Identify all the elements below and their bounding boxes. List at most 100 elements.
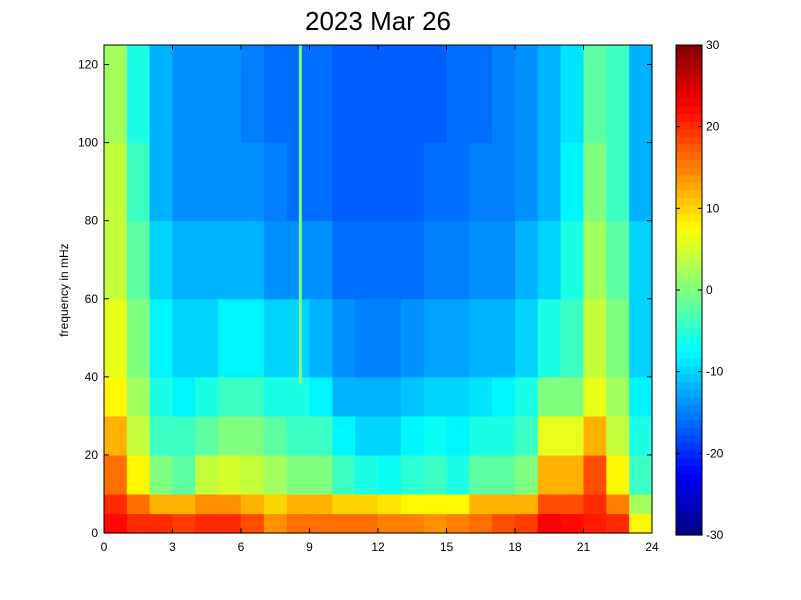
colorbar-strip: [676, 504, 702, 513]
colorbar-strip: [676, 90, 702, 100]
heatmap-cell: [492, 513, 516, 534]
heatmap-cell: [606, 45, 630, 144]
colorbar-strip: [676, 351, 702, 360]
colorbar-strip: [676, 244, 702, 253]
heatmap-cell: [515, 376, 539, 417]
y-tick-label: 120: [78, 58, 98, 72]
heatmap-cell: [492, 454, 516, 495]
colorbar-tick-label: -10: [706, 365, 724, 379]
heatmap-cell: [241, 454, 265, 495]
heatmap-cell: [400, 142, 425, 222]
heatmap-cell: [446, 220, 470, 300]
heatmap-cell: [629, 376, 653, 417]
heatmap-cell: [218, 376, 242, 417]
heatmap-cell: [355, 220, 379, 300]
colorbar-strip: [676, 366, 702, 375]
colorbar-strip: [676, 121, 702, 130]
y-tick-label: 100: [78, 136, 98, 150]
heatmap-cell: [537, 298, 562, 378]
heatmap-cell: [583, 220, 607, 300]
y-tick-label: 60: [85, 292, 99, 306]
heatmap-cell: [492, 298, 516, 378]
heatmap-cell: [218, 454, 242, 495]
heatmap-cell: [263, 376, 288, 417]
heatmap-cell: [560, 415, 585, 456]
heatmap-cell: [446, 454, 470, 495]
x-tick-label: 0: [101, 540, 108, 554]
colorbar-tick-label: -20: [706, 446, 724, 460]
colorbar-strip: [676, 389, 702, 398]
heatmap-cell: [309, 415, 333, 456]
heatmap-cell: [469, 142, 493, 222]
heatmap-cell: [355, 513, 379, 534]
heatmap-cell: [332, 493, 356, 515]
heatmap-cell: [560, 454, 585, 495]
heatmap-cell: [263, 220, 288, 300]
colorbar-strip: [676, 113, 702, 123]
heatmap-cell: [126, 142, 151, 222]
colorbar-tick-label: 10: [706, 201, 720, 215]
heatmap-cell: [400, 220, 425, 300]
colorbar-strip: [676, 297, 702, 306]
colorbar-strip: [676, 481, 702, 490]
heatmap-cell: [195, 513, 219, 534]
heatmap-cell: [469, 45, 493, 144]
heatmap-cell: [263, 45, 288, 144]
heatmap-cell: [172, 142, 196, 222]
heatmap-cell: [629, 142, 653, 222]
heatmap-cell: [355, 45, 379, 144]
heatmap-cell: [104, 220, 128, 300]
heatmap-cell: [423, 45, 448, 144]
heatmap-cell: [286, 376, 311, 417]
colorbar-strip: [676, 443, 702, 452]
heatmap-cell: [149, 142, 174, 222]
colorbar-strip: [676, 144, 702, 153]
heatmap-cell: [515, 45, 539, 144]
heatmap-cell: [446, 298, 470, 378]
heatmap-cell: [218, 493, 242, 515]
heatmap-cell: [332, 415, 356, 456]
heatmap-cell: [515, 493, 539, 515]
heatmap-cell: [104, 454, 128, 495]
colorbar-strip: [676, 374, 702, 383]
heatmap-cell: [560, 298, 585, 378]
heatmap-cell: [286, 513, 311, 534]
heatmap-cell: [149, 454, 174, 495]
colorbar-strip: [676, 136, 702, 146]
heatmap-cell: [286, 45, 311, 144]
heatmap-cell: [332, 45, 356, 144]
heatmap-cell: [126, 220, 151, 300]
colorbar-strip: [676, 519, 702, 528]
heatmap-cell: [629, 220, 653, 300]
heatmap-cell: [241, 415, 265, 456]
colorbar-strip: [676, 221, 702, 230]
colorbar-strip: [676, 228, 702, 238]
heatmap-cell: [241, 513, 265, 534]
colorbar-strip: [676, 152, 702, 161]
heatmap-cell: [149, 45, 174, 144]
colorbar-strip: [676, 267, 702, 276]
heatmap-cell: [629, 415, 653, 456]
heatmap-cell: [378, 220, 402, 300]
heatmap-cell: [469, 513, 493, 534]
heatmap-cell: [309, 454, 333, 495]
heatmap-cell: [423, 298, 448, 378]
heatmap-cell: [104, 376, 128, 417]
y-tick-label: 0: [91, 526, 98, 540]
colorbar-strip: [676, 167, 702, 176]
heatmap-cell: [378, 415, 402, 456]
heatmap-cell: [149, 415, 174, 456]
x-tick-label: 21: [577, 540, 591, 554]
heatmap-cell: [537, 513, 562, 534]
heatmap-cell: [423, 415, 448, 456]
heatmap-cell: [218, 513, 242, 534]
heatmap-cell: [492, 493, 516, 515]
heatmap-cell: [286, 415, 311, 456]
heatmap-cell: [469, 298, 493, 378]
heatmap-cell: [332, 298, 356, 378]
heatmap-cell: [218, 220, 242, 300]
x-tick-label: 3: [169, 540, 176, 554]
heatmap-cell: [423, 513, 448, 534]
colorbar-strip: [676, 45, 702, 54]
heatmap-cell: [400, 513, 425, 534]
